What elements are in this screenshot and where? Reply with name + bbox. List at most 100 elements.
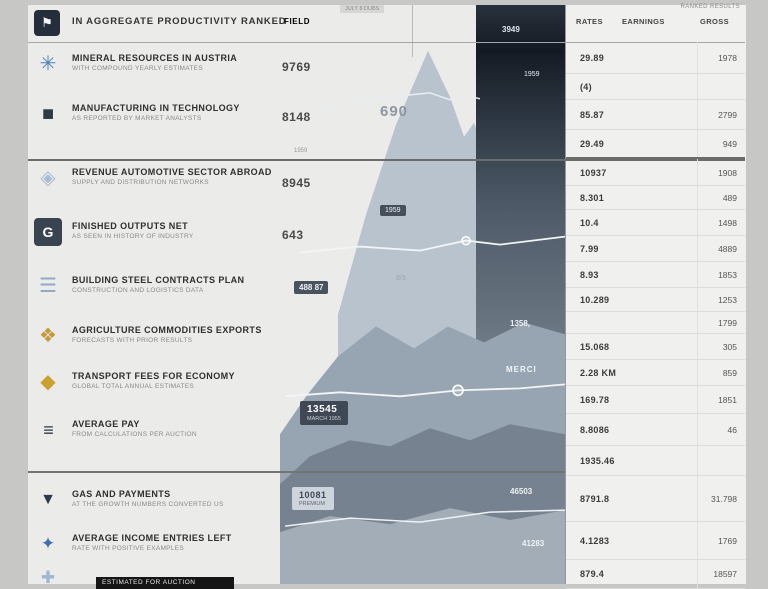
cell-value: 8.93 xyxy=(580,269,599,280)
cell-value: 4889 xyxy=(718,243,737,254)
table-row[interactable]: 10937 1908 xyxy=(566,161,745,186)
row-title: REVENUE AUTOMOTIVE SECTOR ABROAD xyxy=(72,167,272,177)
list-item[interactable]: ✚ xyxy=(34,564,278,589)
cell-value: 7.99 xyxy=(580,243,599,254)
table-row[interactable]: 169.78 1851 xyxy=(566,386,745,414)
chart-callout-chip: 13545 MARCH 1955 xyxy=(300,401,348,425)
cube-icon: ■ xyxy=(41,103,55,125)
row-subtitle: GLOBAL TOTAL ANNUAL ESTIMATES xyxy=(72,383,195,390)
table-row[interactable]: 4.1283 1769 xyxy=(566,522,745,560)
data-point-marker xyxy=(461,235,471,246)
table-row[interactable]: 10.289 1253 xyxy=(566,288,745,312)
cell-value: 85.87 xyxy=(580,109,605,120)
letter-g-icon: G xyxy=(34,218,62,246)
table-row[interactable]: 7.99 4889 xyxy=(566,236,745,262)
area-chart: 3949 1959 690 1959 488 87 9/3 1358, MERC… xyxy=(280,5,565,584)
chip-caption: MARCH 1955 xyxy=(307,416,341,422)
table-row[interactable]: (4) xyxy=(566,74,745,100)
cell-value: 46 xyxy=(727,424,737,435)
cell-value: 2799 xyxy=(718,109,737,120)
cell-value: 29.49 xyxy=(580,138,605,149)
cell-value: 1853 xyxy=(718,269,737,280)
chip-value: 13545 xyxy=(307,404,338,415)
cell-value: 1253 xyxy=(718,294,737,305)
cell-value: 8791.8 xyxy=(580,493,610,504)
table-row[interactable]: 8.301 489 xyxy=(566,186,745,210)
divider xyxy=(697,42,698,589)
asterisk-icon: ✳ xyxy=(39,53,57,75)
chart-canvas xyxy=(280,5,565,584)
table-row[interactable]: 29.49 949 xyxy=(566,130,745,159)
list-item[interactable]: ☰ BUILDING STEEL CONTRACTS PLAN CONSTRUC… xyxy=(34,272,278,300)
cell-value: 1498 xyxy=(718,217,737,228)
table-row[interactable]: 879.4 18597 xyxy=(566,560,745,589)
row-subtitle: AS SEEN IN HISTORY OF INDUSTRY xyxy=(72,233,194,240)
table-row[interactable]: 2.28 KM 859 xyxy=(566,360,745,386)
chart-label: 1358, xyxy=(510,319,531,328)
field-note: 1959 xyxy=(294,148,308,154)
chart-label-chip: 1959 xyxy=(380,205,406,216)
diamond-icon: ◆ xyxy=(40,371,56,393)
table-row[interactable]: 85.87 2799 xyxy=(566,100,745,130)
cell-value: 18597 xyxy=(713,569,737,579)
list-item[interactable]: ✳ MINERAL RESOURCES IN AUSTRIA WITH COMP… xyxy=(34,50,278,78)
row-subtitle: FORECASTS WITH PRIOR RESULTS xyxy=(72,337,193,344)
table-row[interactable]: 8.93 1853 xyxy=(566,262,745,288)
flag-icon: ⚑ xyxy=(34,10,60,36)
field-value: 8945 xyxy=(282,176,311,190)
layers-icon: ☰ xyxy=(39,275,57,297)
cell-value: 29.89 xyxy=(580,52,605,63)
cell-value: 2.28 KM xyxy=(580,367,617,378)
table-row[interactable]: 8.8086 46 xyxy=(566,414,745,446)
table-row[interactable]: 8791.8 31.798 xyxy=(566,476,745,522)
list-item[interactable]: ■ MANUFACTURING IN TECHNOLOGY AS REPORTE… xyxy=(34,100,278,128)
list-item[interactable]: G FINISHED OUTPUTS NET AS SEEN IN HISTOR… xyxy=(34,218,278,246)
row-title: FINISHED OUTPUTS NET xyxy=(72,221,189,231)
cell-value: 8.8086 xyxy=(580,424,610,435)
row-subtitle: AT THE GROWTH NUMBERS CONVERTED US xyxy=(72,501,224,508)
table-row[interactable]: 29.89 1978 xyxy=(566,42,745,74)
chart-top-note: JULY 8 DUBS xyxy=(340,5,385,13)
list-item[interactable]: ≡ AVERAGE PAY FROM CALCULATIONS PER AUCT… xyxy=(34,416,278,444)
column-header-gross[interactable]: GROSS xyxy=(700,17,730,26)
list-item[interactable]: ◈ REVENUE AUTOMOTIVE SECTOR ABROAD SUPPL… xyxy=(34,164,278,192)
mountain-layer-bottom xyxy=(280,508,565,584)
cell-value: 1769 xyxy=(718,535,737,546)
cell-value: 10.289 xyxy=(580,294,610,305)
row-subtitle: SUPPLY AND DISTRIBUTION NETWORKS xyxy=(72,179,209,186)
list-item[interactable]: ◆ TRANSPORT FEES FOR ECONOMY GLOBAL TOTA… xyxy=(34,368,278,396)
field-value: 9769 xyxy=(282,60,311,74)
chart-label: 690 xyxy=(380,103,409,120)
divider xyxy=(28,159,745,161)
cell-value: 1935.46 xyxy=(580,455,615,466)
trend-line-mid xyxy=(299,235,565,254)
sliders-icon: ≡ xyxy=(43,420,54,440)
cell-value: 8.301 xyxy=(580,192,605,203)
cell-value: 10.4 xyxy=(580,217,599,228)
row-title: MINERAL RESOURCES IN AUSTRIA xyxy=(72,53,238,63)
cell-value: 489 xyxy=(722,192,737,203)
column-header-rates[interactable]: RATES xyxy=(576,17,603,26)
cell-value: (4) xyxy=(580,81,592,92)
list-item[interactable]: ▼ GAS AND PAYMENTS AT THE GROWTH NUMBERS… xyxy=(34,486,278,514)
list-item[interactable]: ❖ AGRICULTURE COMMODITIES EXPORTS FORECA… xyxy=(34,322,278,350)
chip-caption: PREMIUM xyxy=(299,501,325,507)
row-title: AVERAGE INCOME ENTRIES LEFT xyxy=(72,533,232,543)
row-subtitle: FROM CALCULATIONS PER AUCTION xyxy=(72,431,197,438)
funnel-icon: ▼ xyxy=(40,491,56,508)
table-row[interactable]: 10.4 1498 xyxy=(566,210,745,236)
cell-value: 1799 xyxy=(718,317,737,328)
list-item[interactable]: ✦ AVERAGE INCOME ENTRIES LEFT RATE WITH … xyxy=(34,530,278,558)
chart-label: 46503 xyxy=(510,487,533,496)
table-row[interactable]: 1799 xyxy=(566,312,745,334)
shield-icon: ❖ xyxy=(39,325,57,347)
cell-value: 859 xyxy=(722,367,737,378)
chart-label-chip: 488 87 xyxy=(294,281,329,294)
table-row[interactable]: 1935.46 xyxy=(566,446,745,476)
cell-value: 169.78 xyxy=(580,394,610,405)
cell-value: 10937 xyxy=(580,168,607,178)
table-row[interactable]: 15.068 305 xyxy=(566,334,745,360)
column-header-earnings[interactable]: EARNINGS xyxy=(622,17,665,26)
divider xyxy=(28,42,745,43)
chart-callout-chip: 10081 PREMIUM xyxy=(292,487,334,510)
